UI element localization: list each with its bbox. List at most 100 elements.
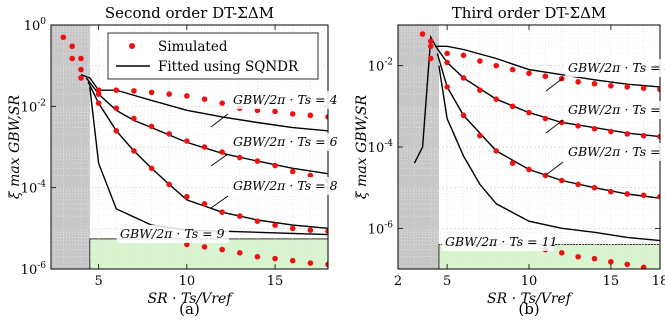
data-point [657,86,660,93]
data-point [558,177,565,184]
data-point [477,132,483,139]
data-point [307,227,314,233]
annotation-label: GBW/2π · Ts = 4 [568,60,665,75]
data-point [477,58,483,64]
annotation-bg [230,177,342,195]
data-point [575,79,581,85]
chart-title: Third order DT-ΣΔM [452,4,607,22]
annotation-label: GBW/2π · Ts = 6 [568,102,665,117]
panel-caption: (b) [518,300,539,318]
x-tick-label: 15 [603,274,620,289]
data-point [184,193,190,200]
panel-caption: (a) [179,300,200,318]
annotation-bg [117,225,229,243]
data-point [624,131,631,137]
data-point [526,166,532,173]
data-point [640,85,647,91]
y-tick-label: 10-4 [368,139,394,156]
chart-title: Second order DT-ΣΔM [105,4,274,22]
data-point [289,168,296,175]
data-point [131,88,137,94]
y-axis-label: ξ max GBW,SR [354,94,370,199]
annotation-arrow [545,119,564,134]
data-point [272,162,278,169]
data-point [444,59,450,66]
annotation-arrow [210,113,229,128]
x-tick-label: 15 [267,274,284,289]
data-point [113,105,120,111]
annotation-bg [565,101,665,119]
annotation-bg [565,143,665,161]
data-point [640,132,647,139]
data-point [69,55,75,62]
legend-label-fitted: Fitted using SQNDR [158,59,299,75]
data-point [254,158,261,164]
data-point [307,172,314,179]
data-point [444,50,450,57]
data-point [272,222,278,228]
data-point [591,126,598,132]
data-point [624,84,631,90]
data-point [575,181,581,188]
data-point [477,87,483,93]
data-point [526,109,532,116]
data-point [272,108,278,115]
data-point [95,87,102,93]
data-point [624,191,631,197]
data-point [184,93,190,99]
x-axis-label: SR · Ts/Vref [148,291,235,307]
data-point [184,138,190,144]
legend-box [107,32,319,80]
data-point [219,209,225,215]
data-point [427,43,434,50]
data-point [608,82,614,89]
x-tick-label: 2 [394,274,402,289]
data-point [575,253,581,260]
data-point [254,218,261,224]
data-point [325,228,328,235]
data-point [219,149,225,155]
data-point [526,70,532,77]
y-tick-label: 10-6 [368,220,394,237]
y-axis-label: ξ max GBW,SR [7,94,23,199]
annotation-label: GBW/2π · Ts = 11 [445,234,558,249]
data-point [493,96,500,102]
annotation-label: GBW/2π · Ts = 8 [568,144,665,159]
data-point [542,73,549,80]
data-point [509,103,516,110]
x-tick-label: 5 [94,274,102,289]
annotation-arrow [210,153,229,167]
data-point [460,112,467,119]
data-point [184,241,190,248]
data-point [657,133,660,140]
data-point [131,115,137,122]
data-point [493,148,500,154]
data-point [289,111,296,117]
data-point [166,181,173,188]
data-point [78,55,84,62]
data-point [542,115,549,122]
data-point [236,213,243,219]
annotation-bg [565,59,665,77]
data-point [460,75,467,81]
legend: Simulated Fitted using SQNDR [107,32,319,80]
simulated-points [60,34,328,268]
data-point [591,255,598,262]
data-point [95,100,102,106]
y-tick-label: 100 [24,17,47,34]
annotation-bg [230,133,342,151]
data-point [219,246,225,253]
data-point [558,119,565,126]
data-point [608,128,614,135]
data-point [307,260,314,266]
fitted-line-1 [80,74,328,132]
legend-marker-simulated [129,43,135,49]
annotation-arrow [210,195,229,209]
data-point [591,184,598,191]
data-point [201,201,208,207]
data-point [69,43,75,50]
data-point [608,259,614,265]
data-point [575,123,581,129]
y-tick-label: 10-2 [368,58,393,75]
panel-a: 5 10 15 10-6 10-4 10-2 100 Second order DT-ΣΔM S… [7,4,342,318]
